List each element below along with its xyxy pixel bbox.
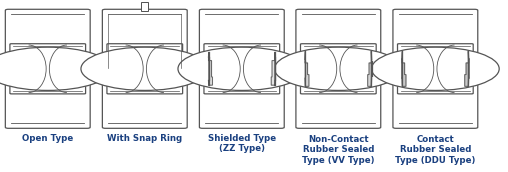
FancyBboxPatch shape: [5, 9, 90, 128]
FancyBboxPatch shape: [397, 44, 473, 94]
Text: Contact
Rubber Sealed
Type (DDU Type): Contact Rubber Sealed Type (DDU Type): [395, 135, 475, 165]
FancyBboxPatch shape: [393, 9, 478, 128]
Circle shape: [178, 47, 306, 90]
Circle shape: [81, 47, 209, 90]
Circle shape: [274, 47, 402, 90]
Text: With Snap Ring: With Snap Ring: [107, 134, 182, 143]
FancyBboxPatch shape: [102, 9, 187, 128]
Circle shape: [371, 47, 499, 90]
Circle shape: [0, 47, 112, 90]
Polygon shape: [208, 52, 212, 85]
Text: Open Type: Open Type: [22, 134, 73, 143]
FancyBboxPatch shape: [301, 44, 376, 94]
Polygon shape: [402, 51, 406, 86]
Text: Non-Contact
Rubber Sealed
Type (VV Type): Non-Contact Rubber Sealed Type (VV Type): [302, 135, 374, 165]
FancyBboxPatch shape: [107, 44, 182, 94]
Polygon shape: [271, 52, 275, 85]
Polygon shape: [465, 51, 468, 86]
FancyBboxPatch shape: [204, 44, 279, 94]
FancyBboxPatch shape: [296, 9, 381, 128]
Bar: [141, 2, 148, 11]
FancyBboxPatch shape: [199, 9, 284, 128]
Polygon shape: [368, 51, 372, 86]
Polygon shape: [305, 51, 309, 86]
FancyBboxPatch shape: [10, 44, 85, 94]
Text: Shielded Type
(ZZ Type): Shielded Type (ZZ Type): [208, 134, 276, 153]
